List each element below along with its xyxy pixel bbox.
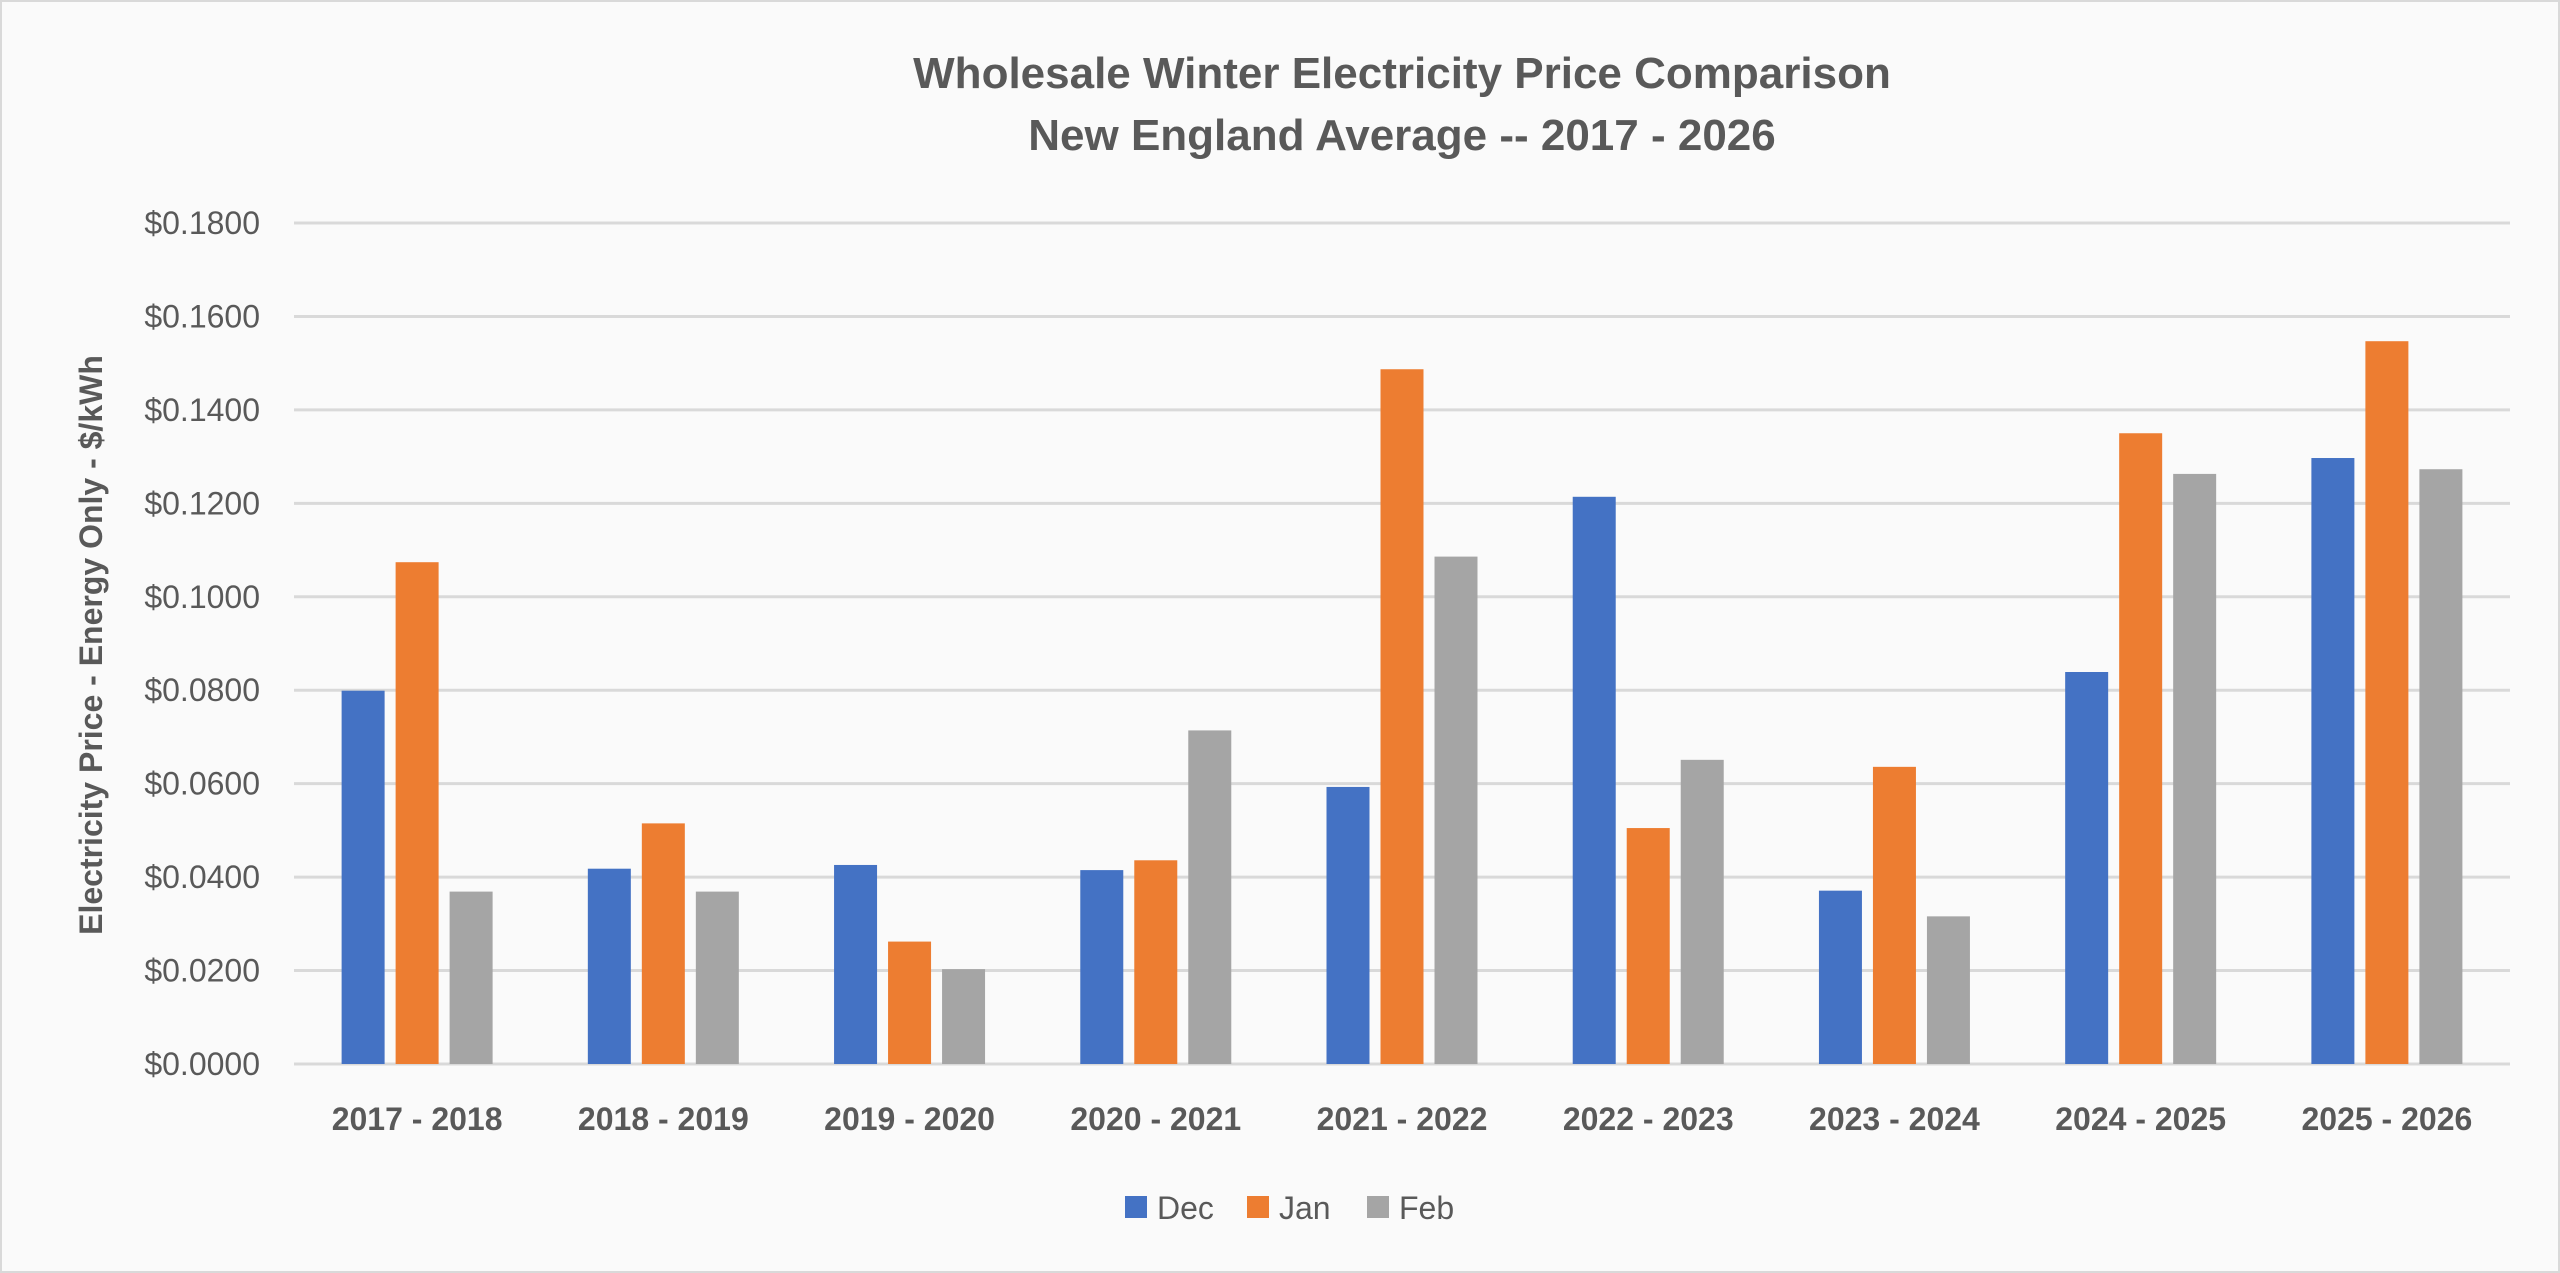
bar-dec bbox=[834, 864, 878, 1064]
x-tick-label: 2021 - 2022 bbox=[1317, 1101, 1488, 1137]
bar-dec bbox=[587, 868, 631, 1064]
bar-dec bbox=[1080, 870, 1124, 1064]
x-tick-label: 2023 - 2024 bbox=[1809, 1101, 1980, 1137]
y-tick-label: $0.0600 bbox=[144, 766, 260, 802]
y-tick-label: $0.1400 bbox=[144, 392, 260, 428]
legend-label: Dec bbox=[1157, 1190, 1214, 1226]
bar-feb bbox=[1188, 730, 1232, 1064]
legend-label: Feb bbox=[1399, 1190, 1454, 1226]
x-axis-ticks: 2017 - 2018 2018 - 2019 2019 - 2020 2020 - … bbox=[332, 1101, 2473, 1137]
bar-jan bbox=[1380, 369, 1424, 1064]
bar-dec bbox=[2311, 458, 2355, 1064]
bar-feb bbox=[1434, 556, 1478, 1064]
bar-dec bbox=[1572, 496, 1616, 1064]
bar-feb bbox=[1926, 916, 1970, 1064]
bar-dec bbox=[341, 690, 385, 1064]
bar-jan bbox=[1872, 766, 1916, 1064]
y-tick-label: $0.1200 bbox=[144, 485, 260, 521]
x-tick-label: 2017 - 2018 bbox=[332, 1101, 503, 1137]
bar-jan bbox=[1134, 860, 1178, 1064]
x-tick-label: 2018 - 2019 bbox=[578, 1101, 749, 1137]
legend-label: Jan bbox=[1279, 1190, 1331, 1226]
bars bbox=[341, 341, 2463, 1065]
chart-subtitle: New England Average -- 2017 - 2026 bbox=[1028, 111, 1775, 160]
x-tick-label: 2020 - 2021 bbox=[1070, 1101, 1241, 1137]
y-tick-label: $0.1600 bbox=[144, 298, 260, 334]
y-tick-label: $0.0800 bbox=[144, 672, 260, 708]
y-axis-title: Electricity Price - Energy Only - $/kWh bbox=[73, 355, 109, 935]
bar-jan bbox=[395, 562, 439, 1064]
bar-dec bbox=[2065, 672, 2109, 1064]
bar-feb bbox=[695, 891, 739, 1064]
bar-jan bbox=[2365, 341, 2409, 1064]
legend-swatch-feb bbox=[1367, 1196, 1389, 1218]
bar-feb bbox=[1680, 759, 1724, 1064]
bar-dec bbox=[1818, 890, 1862, 1064]
legend-swatch-dec bbox=[1125, 1196, 1147, 1218]
bar-jan bbox=[1626, 828, 1670, 1064]
chart-title: Wholesale Winter Electricity Price Compa… bbox=[913, 49, 1891, 98]
bar-feb bbox=[942, 969, 986, 1064]
bar-feb bbox=[2419, 469, 2463, 1065]
x-tick-label: 2022 - 2023 bbox=[1563, 1101, 1734, 1137]
x-tick-label: 2025 - 2026 bbox=[2301, 1101, 2472, 1137]
y-tick-label: $0.1000 bbox=[144, 579, 260, 615]
y-tick-label: $0.0400 bbox=[144, 859, 260, 895]
bar-dec bbox=[1326, 786, 1370, 1064]
bar-jan bbox=[2119, 433, 2163, 1064]
legend-swatch-jan bbox=[1247, 1196, 1269, 1218]
bar-jan bbox=[888, 941, 932, 1064]
x-tick-label: 2024 - 2025 bbox=[2055, 1101, 2226, 1137]
bar-feb bbox=[449, 891, 493, 1064]
y-tick-label: $0.0200 bbox=[144, 953, 260, 989]
y-tick-label: $0.1800 bbox=[144, 205, 260, 241]
bar-jan bbox=[641, 823, 685, 1064]
y-axis-ticks: $0.0000 $0.0200 $0.0400 $0.0600 $0.0800 $0.10… bbox=[144, 205, 260, 1082]
x-tick-label: 2019 - 2020 bbox=[824, 1101, 995, 1137]
legend: Dec Jan Feb bbox=[1125, 1190, 1454, 1226]
bar-feb bbox=[2173, 473, 2217, 1065]
y-tick-label: $0.0000 bbox=[144, 1046, 260, 1082]
